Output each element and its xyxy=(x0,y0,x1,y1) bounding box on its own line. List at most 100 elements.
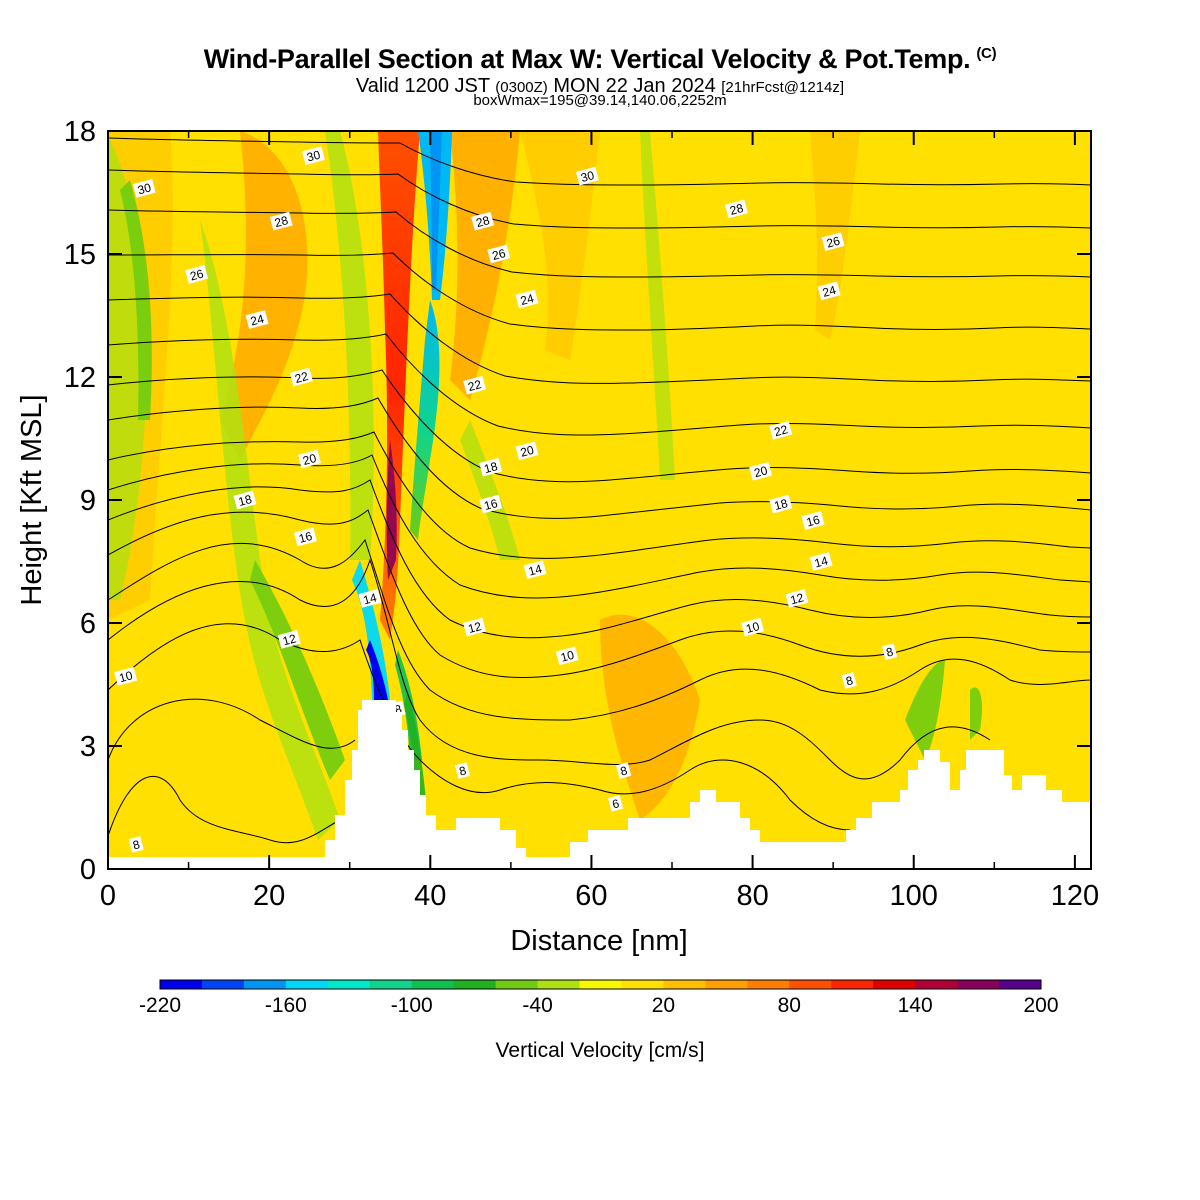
contour-label: 18 xyxy=(237,492,254,509)
colorbar-tick-label: 20 xyxy=(652,994,675,1017)
contour-label-bg xyxy=(555,646,579,666)
contour-label-bg xyxy=(289,367,313,387)
x-tick-label: 80 xyxy=(736,880,768,912)
x-tick-label: 0 xyxy=(100,880,116,912)
contour-label: 10 xyxy=(744,619,761,636)
contour-label: 16 xyxy=(297,529,314,546)
y-tick-label: 0 xyxy=(80,854,96,886)
updraft-core xyxy=(386,440,397,580)
contour-label: 12 xyxy=(281,631,298,648)
colorbar-swatch xyxy=(369,980,413,989)
contour-label-bg xyxy=(785,589,809,608)
contour-label: 12 xyxy=(789,590,806,607)
contour-label-bg xyxy=(301,146,325,165)
contour-label: 30 xyxy=(579,168,596,185)
x-tick-label: 20 xyxy=(253,880,285,912)
colorbar-swatch xyxy=(789,980,832,989)
contour-label-bg xyxy=(809,552,833,571)
contour-label: 16 xyxy=(805,512,822,529)
colorbar-tick-label: -40 xyxy=(522,994,552,1017)
contour-label-bg xyxy=(454,762,471,779)
colorbar-swatch xyxy=(411,980,455,989)
colorbar-swatch xyxy=(160,980,203,989)
colorbar-swatch xyxy=(957,980,1000,989)
contour-label: 8 xyxy=(844,673,854,688)
colorbar-swatch xyxy=(327,980,371,989)
mid-sink-band xyxy=(640,131,675,480)
lee-warm-band-2 xyxy=(450,131,520,400)
colorbar-swatch xyxy=(453,980,497,989)
contour-label-bg xyxy=(358,589,382,608)
contour-label-bg xyxy=(233,490,257,510)
valid-utc: (0300Z) xyxy=(495,79,548,96)
contour-label-bg xyxy=(769,420,793,440)
contour-label-bg xyxy=(725,199,748,219)
contour-label: 22 xyxy=(773,422,790,439)
colorbar-tick-label: -160 xyxy=(265,994,307,1017)
copyright-mark: (C) xyxy=(976,45,997,62)
colorbar-swatch xyxy=(873,980,916,989)
colorbar-swatch xyxy=(243,980,287,989)
valid-time-line: Valid 1200 JST (0300Z) MON 22 Jan 2024 [… xyxy=(0,75,1200,98)
contour-label-bg xyxy=(132,179,156,198)
contour-label: 30 xyxy=(136,180,153,197)
contour-label: 24 xyxy=(519,291,536,308)
contour-label-bg xyxy=(277,630,301,649)
contour-label: 18 xyxy=(483,459,500,476)
valid-prefix: Valid 1200 JST xyxy=(355,75,490,97)
contour-label: 16 xyxy=(483,496,500,513)
colorbar-tick-label: -220 xyxy=(139,994,181,1017)
contour-label-bg xyxy=(749,461,773,481)
contour-label: 28 xyxy=(273,213,290,230)
contour-label: 8 xyxy=(393,702,403,717)
contour-label-bg xyxy=(471,211,495,231)
contour-label: 26 xyxy=(188,266,205,283)
colorbar-swatch xyxy=(831,980,874,989)
contour-label: 12 xyxy=(466,619,483,636)
colorbar-swatch xyxy=(663,980,706,989)
colorbar-swatch xyxy=(495,980,539,989)
colorbar-swatch xyxy=(285,980,329,989)
contour-label: 18 xyxy=(773,496,790,513)
far-sink-band-2 xyxy=(970,687,982,740)
colorbar-swatch xyxy=(579,980,622,989)
contour-label: 6 xyxy=(611,796,621,811)
y-tick-label: 18 xyxy=(64,116,96,148)
upwind-sink-core xyxy=(120,180,152,420)
contour-label: 28 xyxy=(728,201,745,218)
colorbar-swatch xyxy=(747,980,790,989)
contour-label-bg xyxy=(185,265,209,284)
x-tick-label: 120 xyxy=(1051,880,1099,912)
contour-label-bg xyxy=(515,289,539,309)
lee-warm-band-3 xyxy=(520,131,600,360)
contour-label: 26 xyxy=(491,246,508,263)
slope-sink-core xyxy=(250,560,345,780)
title-text: Wind-Parallel Section at Max W: Vertical… xyxy=(203,44,971,74)
colorbar-label: Vertical Velocity [cm/s] xyxy=(496,1039,705,1062)
colorbar-tick-label: -100 xyxy=(391,994,433,1017)
contour-label-bg xyxy=(821,232,845,252)
y-axis: 0 3 6 9 12 15 18 xyxy=(64,116,1091,886)
contour-label-bg xyxy=(245,310,269,329)
contour-label-bg xyxy=(523,560,547,580)
contour-label-bg xyxy=(479,494,503,514)
contour-label-bg xyxy=(817,281,841,301)
forecast-info: [21hrFcst@1214z] xyxy=(721,79,845,96)
colorbar-tick-label: 140 xyxy=(898,994,933,1017)
contour-label: 20 xyxy=(301,451,318,468)
contour-label-bg xyxy=(463,617,487,637)
colorbar-swatch xyxy=(999,980,1042,989)
contour-label-bg xyxy=(741,617,765,637)
colorbar-swatch xyxy=(705,980,748,989)
windward-downdraft-core xyxy=(366,640,388,700)
theta-isentropes xyxy=(108,137,1091,844)
x-axis: 0 20 40 60 80 100 120 xyxy=(100,131,1099,912)
contour-label-bg xyxy=(801,511,825,530)
x-tick-label: 60 xyxy=(575,880,607,912)
contour-label-bg xyxy=(881,643,898,661)
contour-label: 8 xyxy=(458,763,468,778)
contour-label-bg xyxy=(114,666,138,686)
far-sink-band-1 xyxy=(905,660,945,760)
contour-label-bg xyxy=(293,527,317,547)
